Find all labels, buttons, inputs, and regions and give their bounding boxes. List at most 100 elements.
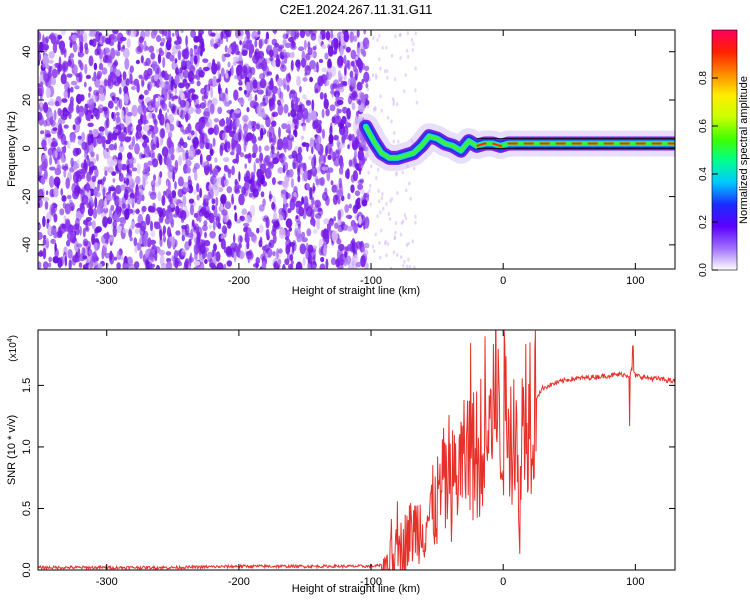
- noise-speckle: [291, 240, 297, 252]
- noise-speckle: [299, 85, 302, 93]
- x-tick-label: -200: [228, 275, 250, 287]
- noise-speckle: [131, 85, 136, 91]
- noise-speckle: [91, 220, 96, 230]
- noise-speckle: [202, 58, 209, 63]
- noise-speckle: [168, 30, 172, 38]
- noise-speckle: [179, 99, 186, 108]
- noise-speckle: [351, 241, 358, 253]
- noise-speckle: [143, 89, 149, 96]
- noise-speckle: [45, 238, 49, 249]
- noise-speckle: [312, 119, 317, 130]
- noise-speckle: [63, 89, 69, 99]
- noise-speckle: [352, 225, 357, 231]
- noise-speckle: [79, 226, 82, 236]
- noise-speckle: [356, 47, 360, 58]
- noise-speckle: [207, 127, 213, 135]
- noise-speckle: [185, 159, 192, 167]
- colorbar-tick-label: 0.0: [698, 263, 709, 277]
- noise-speckle: [72, 254, 80, 263]
- noise-speckle: [57, 257, 63, 269]
- noise-speckle: [355, 115, 358, 126]
- x-tick-label: 0: [500, 576, 506, 588]
- noise-speckle: [231, 241, 236, 248]
- noise-speckle: [346, 243, 353, 252]
- noise-speckle: [235, 219, 242, 224]
- noise-speckle: [183, 260, 189, 268]
- noise-speckle: [327, 67, 332, 73]
- noise-speckle: [319, 120, 322, 133]
- noise-speckle: [94, 168, 99, 178]
- noise-speckle: [404, 216, 408, 221]
- noise-speckle: [257, 89, 264, 95]
- noise-speckle: [244, 163, 247, 169]
- noise-speckle: [40, 93, 43, 101]
- noise-speckle: [239, 40, 243, 46]
- noise-region: [38, 30, 419, 269]
- noise-speckle: [252, 188, 259, 198]
- noise-speckle: [341, 115, 347, 125]
- noise-speckle: [328, 133, 334, 145]
- noise-speckle: [266, 44, 273, 51]
- noise-speckle: [111, 111, 114, 120]
- noise-speckle: [361, 78, 365, 85]
- noise-speckle: [330, 180, 334, 186]
- noise-speckle: [293, 191, 297, 197]
- noise-speckle: [104, 170, 108, 177]
- noise-speckle: [385, 45, 388, 50]
- noise-speckle: [94, 228, 100, 234]
- noise-speckle: [291, 30, 295, 39]
- noise-speckle: [69, 96, 74, 104]
- noise-speckle: [176, 261, 182, 267]
- noise-speckle: [290, 45, 297, 50]
- noise-speckle: [193, 231, 197, 244]
- noise-speckle: [309, 186, 313, 199]
- noise-speckle: [401, 219, 405, 224]
- noise-speckle: [105, 47, 111, 54]
- noise-speckle: [58, 40, 66, 51]
- noise-speckle: [164, 90, 168, 101]
- noise-speckle: [258, 224, 264, 233]
- noise-speckle: [189, 255, 192, 267]
- noise-speckle: [153, 134, 157, 145]
- noise-speckle: [83, 81, 87, 88]
- noise-speckle: [147, 124, 154, 132]
- noise-speckle: [338, 108, 342, 114]
- noise-speckle: [66, 231, 74, 242]
- noise-speckle: [260, 127, 264, 140]
- noise-speckle: [312, 229, 318, 234]
- noise-speckle: [135, 46, 142, 55]
- noise-speckle: [95, 30, 101, 43]
- noise-speckle: [51, 206, 56, 217]
- noise-speckle: [210, 87, 213, 99]
- noise-speckle: [84, 63, 88, 75]
- noise-speckle: [115, 225, 123, 230]
- noise-speckle: [277, 103, 284, 116]
- noise-speckle: [340, 32, 344, 45]
- noise-speckle: [42, 235, 47, 240]
- noise-speckle: [104, 197, 107, 210]
- noise-speckle: [254, 94, 258, 102]
- noise-speckle: [350, 184, 355, 193]
- noise-speckle: [104, 127, 108, 136]
- x-tick-label: -300: [96, 576, 118, 588]
- noise-speckle: [192, 136, 199, 149]
- noise-speckle: [126, 152, 133, 160]
- noise-speckle: [113, 60, 118, 67]
- noise-speckle: [53, 233, 58, 239]
- noise-speckle: [287, 112, 291, 117]
- noise-speckle: [108, 133, 114, 141]
- noise-speckle: [296, 65, 300, 72]
- noise-speckle: [253, 263, 260, 268]
- noise-speckle: [234, 212, 238, 222]
- noise-speckle: [392, 102, 395, 107]
- y-tick-label: -20: [21, 189, 33, 205]
- noise-speckle: [93, 62, 98, 71]
- noise-speckle: [134, 143, 140, 155]
- noise-speckle: [142, 134, 147, 140]
- noise-speckle: [325, 108, 330, 117]
- noise-speckle: [363, 249, 369, 256]
- noise-speckle: [140, 76, 145, 88]
- noise-speckle: [178, 155, 183, 167]
- noise-speckle: [335, 184, 339, 196]
- noise-speckle: [105, 117, 110, 129]
